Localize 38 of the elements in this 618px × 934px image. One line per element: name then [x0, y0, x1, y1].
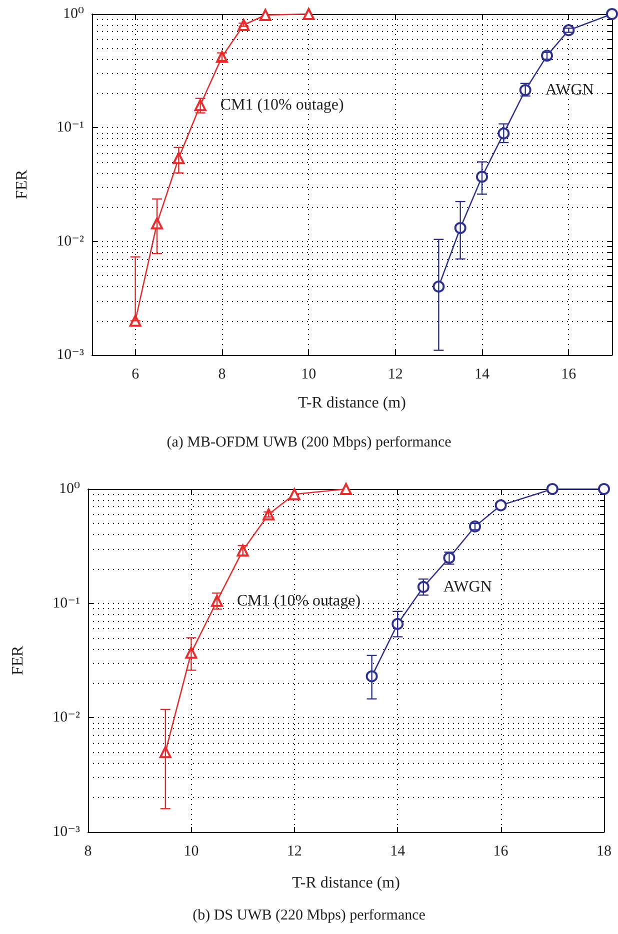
x-tick-label: 14 [474, 366, 490, 382]
point [546, 483, 558, 495]
y-tick-label: 10⁻³ [56, 347, 84, 363]
series-label: CM1 (10% outage) [220, 96, 344, 114]
text: (b) DS UWB (220 Mbps) performance [192, 908, 426, 924]
y-axis-title: FER [10, 646, 26, 676]
point [259, 8, 272, 21]
y-axis-title: FER [14, 170, 30, 200]
x-tick-label: 12 [286, 844, 302, 860]
x-tick-label: 8 [84, 844, 92, 860]
y-tick-label: 10⁻² [56, 233, 84, 250]
x-tick-label: 16 [561, 366, 577, 382]
point [288, 488, 300, 500]
series-label: AWGN [443, 578, 492, 596]
x-axis-title: T-R distance (m) [292, 874, 400, 892]
x-tick-label: 10 [184, 844, 199, 860]
x-tick-label: 18 [596, 844, 612, 860]
y-tick-label: 10⁻² [52, 710, 80, 726]
x-tick-label: 14 [390, 844, 406, 860]
y-tick-label: 10⁻¹ [52, 595, 80, 612]
point [606, 8, 618, 20]
y-tick-label: 10⁰ [62, 6, 84, 22]
point [494, 499, 507, 512]
point [598, 483, 610, 495]
x-tick-label: 10 [301, 366, 316, 382]
x-axis-title: T-R distance (m) [298, 394, 406, 412]
x-tick-label: 16 [493, 844, 509, 860]
series-label: AWGN [545, 82, 594, 99]
text: (a) MB-OFDM UWB (200 Mbps) performance [166, 434, 452, 450]
x-tick-label: 6 [132, 366, 140, 382]
y-tick-label: 10⁰ [58, 481, 80, 497]
point [302, 8, 315, 20]
series-label: CM1 (10% outage) [237, 592, 361, 610]
x-tick-label: 12 [388, 366, 403, 382]
y-tick-label: 10⁻³ [52, 824, 80, 840]
x-tick-label: 8 [218, 366, 226, 382]
y-tick-label: 10⁻¹ [56, 120, 84, 136]
point [340, 483, 352, 495]
